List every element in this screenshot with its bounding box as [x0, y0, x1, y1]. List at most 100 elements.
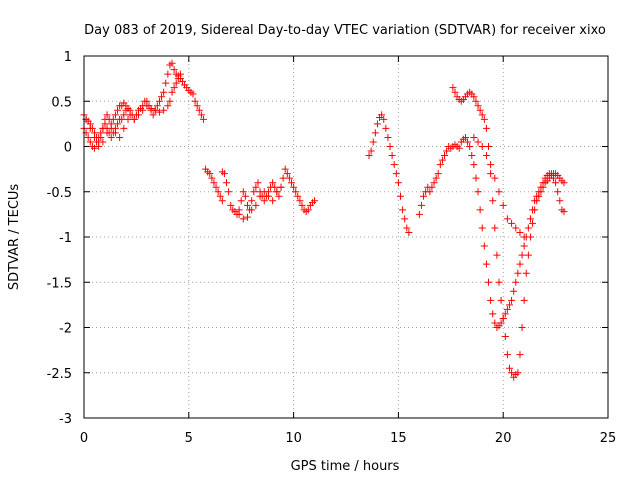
y-tick-label: 0.5	[51, 95, 72, 110]
data-point	[367, 147, 375, 155]
data-point	[491, 319, 499, 327]
data-point	[552, 179, 560, 187]
data-point	[380, 115, 388, 123]
data-point	[482, 152, 490, 160]
data-point	[164, 102, 172, 110]
data-point	[434, 170, 442, 178]
data-point	[195, 106, 203, 114]
data-point	[537, 188, 545, 196]
data-point	[451, 88, 459, 96]
data-point	[487, 296, 495, 304]
data-points	[80, 59, 568, 381]
data-point	[97, 129, 105, 137]
data-point	[114, 120, 122, 128]
data-point	[491, 174, 499, 182]
data-point	[455, 144, 463, 152]
data-point	[111, 111, 119, 119]
data-point	[124, 115, 132, 123]
data-point	[254, 179, 262, 187]
data-point	[118, 115, 126, 123]
y-tick-label: -2	[59, 322, 72, 337]
data-point	[243, 213, 251, 221]
data-point	[271, 183, 279, 191]
data-point	[294, 192, 302, 200]
data-point	[468, 152, 476, 160]
axis-ticks: 0 5 10 15 20 25 1 0.5 0 -0.5 -1 -1.5 -2 -2.5 -3	[47, 50, 617, 446]
data-point	[482, 124, 490, 132]
y-axis-label: SDTVAR / TECUs	[7, 184, 22, 291]
data-point	[193, 102, 201, 110]
data-point	[514, 369, 522, 377]
data-point	[273, 188, 281, 196]
data-point	[480, 115, 488, 123]
data-point	[476, 106, 484, 114]
data-point	[426, 188, 434, 196]
data-point	[147, 104, 155, 112]
data-point	[153, 102, 161, 110]
data-point	[212, 183, 220, 191]
data-point	[114, 106, 122, 114]
data-point	[443, 147, 451, 155]
data-point	[535, 192, 543, 200]
data-point	[520, 242, 528, 250]
data-point	[93, 138, 101, 146]
data-point	[252, 201, 260, 209]
data-point	[478, 143, 486, 150]
data-point	[248, 206, 256, 214]
data-point	[485, 143, 493, 150]
data-point	[296, 197, 304, 205]
data-point	[430, 179, 438, 187]
data-point	[90, 133, 98, 141]
data-point	[252, 183, 260, 191]
data-point	[90, 144, 98, 152]
data-point	[277, 183, 285, 191]
data-point	[516, 228, 524, 236]
data-point	[239, 215, 247, 223]
data-point	[520, 233, 528, 241]
data-point	[162, 79, 170, 87]
x-tick-label: 15	[390, 431, 407, 446]
data-point	[478, 111, 486, 119]
data-point	[497, 319, 505, 327]
data-point	[237, 197, 245, 205]
y-tick-label: -0.5	[47, 186, 72, 201]
data-point	[151, 106, 159, 114]
data-point	[466, 143, 474, 150]
y-tick-label: 0	[64, 141, 72, 156]
data-point	[497, 296, 505, 304]
data-point	[269, 179, 277, 187]
data-point	[432, 174, 440, 182]
data-point	[208, 174, 216, 182]
data-point	[428, 183, 436, 191]
data-point	[311, 197, 319, 205]
data-point	[472, 174, 480, 182]
data-point	[264, 192, 272, 200]
data-point	[505, 364, 513, 372]
data-point	[526, 215, 534, 223]
data-point	[382, 124, 390, 132]
data-point	[197, 111, 205, 119]
y-tick-label: -1.5	[47, 276, 72, 291]
data-point	[216, 192, 224, 200]
data-point	[508, 219, 516, 227]
data-point	[168, 88, 176, 96]
data-point	[170, 66, 178, 74]
data-point	[179, 77, 187, 85]
data-point	[487, 170, 495, 178]
data-point	[470, 133, 478, 141]
data-point	[482, 260, 490, 268]
data-point	[160, 88, 168, 96]
data-point	[269, 197, 277, 205]
data-point	[103, 111, 111, 119]
data-point	[109, 115, 117, 123]
data-point	[489, 197, 497, 205]
data-point	[378, 111, 386, 119]
data-point	[560, 208, 568, 216]
data-point	[474, 188, 482, 196]
data-point	[176, 70, 184, 78]
data-point	[512, 224, 520, 232]
data-point	[172, 79, 180, 87]
data-point	[501, 310, 509, 318]
data-point	[520, 296, 528, 304]
data-point	[514, 269, 522, 277]
